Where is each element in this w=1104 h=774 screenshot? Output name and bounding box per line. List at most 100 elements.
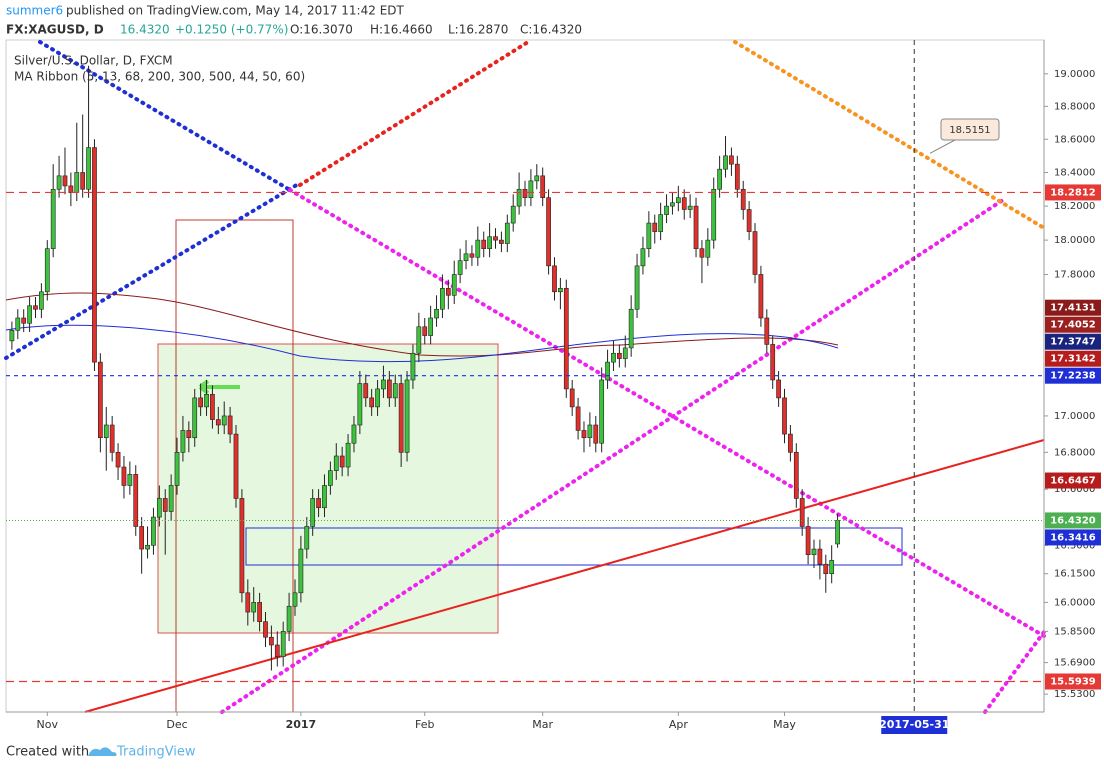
candle-body (121, 466, 127, 486)
candle-body (611, 352, 616, 363)
candle-body (198, 397, 203, 408)
candle-body (534, 175, 540, 182)
author[interactable]: summer6 (6, 4, 63, 18)
chart-title: Silver/U.S. Dollar, D, FXCM (14, 54, 173, 68)
trend-red-solid (84, 439, 1045, 713)
candle-body (357, 383, 363, 426)
candle-body (711, 188, 717, 241)
candle-body (186, 430, 192, 439)
candle-body (21, 317, 27, 324)
footer-brand[interactable]: TradingView (116, 745, 196, 760)
candle-body (510, 205, 516, 224)
candle-body (139, 526, 145, 550)
candle-body (15, 317, 21, 331)
candle-body (646, 222, 652, 249)
candle-body (705, 239, 711, 258)
candle-body (805, 526, 811, 556)
change: +0.1250 (+0.77%) (175, 23, 288, 37)
candle-body (375, 388, 380, 408)
candle-body (776, 379, 781, 399)
candle-body (552, 265, 557, 293)
candle-body (151, 516, 156, 546)
annotation-box (940, 118, 1000, 141)
candle-body (351, 424, 357, 444)
price-label-box (1045, 472, 1101, 489)
candle-body (50, 188, 56, 249)
price-label: 16.6467 (1050, 476, 1096, 487)
trend-magenta-up (220, 196, 1008, 714)
x-tick-label: Apr (669, 718, 689, 731)
candle-body (793, 452, 799, 499)
candle-body (168, 485, 174, 512)
x-tick-label: Mar (532, 718, 553, 731)
candle-body (381, 379, 386, 390)
date-marker-box (881, 716, 948, 734)
candle-body (522, 188, 528, 198)
published: published on TradingView.com, May 14, 20… (66, 4, 405, 18)
candle-body (658, 214, 664, 232)
candle-body (457, 260, 463, 275)
candle-body (652, 222, 658, 232)
candle-body (422, 326, 428, 336)
candle-body (245, 592, 251, 613)
y-tick-label: 15.6900 (1054, 658, 1095, 669)
price-label-box (1045, 367, 1101, 384)
price-label-box (1045, 184, 1101, 201)
candle-body (558, 288, 563, 293)
candle-body (369, 397, 375, 408)
candle-body (386, 379, 392, 399)
candle-body (227, 415, 233, 435)
y-tick-label: 18.0000 (1054, 235, 1095, 246)
candle-body (581, 430, 587, 439)
price-label: 17.3142 (1050, 354, 1096, 365)
y-tick-label: 16.1500 (1054, 569, 1095, 580)
x-tick-label: May (773, 718, 796, 731)
candle-body (233, 433, 239, 499)
trend-magenta-up-2 (983, 630, 1046, 714)
candle-body (304, 526, 310, 550)
brand-logo (88, 747, 117, 756)
candle-body (440, 288, 445, 310)
candle-body (62, 175, 68, 187)
candle-body (74, 172, 80, 193)
candle-body (80, 172, 86, 190)
candle-body (799, 498, 805, 527)
footer-created: Created with (6, 745, 89, 760)
candle-body (758, 274, 764, 319)
y-tick-label: 17.0000 (1054, 411, 1095, 422)
price-label-box (1045, 673, 1101, 690)
candle-body (192, 397, 198, 439)
candle-body (493, 236, 498, 241)
candle-body (445, 288, 451, 296)
candle-body (174, 452, 180, 486)
candle-body (257, 602, 262, 622)
candle-body (734, 163, 740, 190)
candle-body (835, 520, 840, 545)
trend-red-up (298, 40, 530, 187)
y-tick-label: 17.8000 (1054, 269, 1095, 280)
price-label: 17.3747 (1050, 337, 1096, 348)
candle-body (86, 147, 91, 190)
candle-body (298, 548, 304, 594)
candle-body (640, 248, 646, 267)
candle-body (740, 188, 746, 210)
candle-body (788, 433, 793, 453)
candle-body (434, 308, 439, 319)
candle-body (599, 379, 605, 444)
high: H:16.4660 (370, 23, 433, 37)
candle-body (569, 388, 575, 408)
candle-body (280, 631, 286, 658)
candle-body (699, 248, 705, 258)
candle-body (687, 205, 693, 210)
candle-body (746, 209, 752, 232)
candle-body (33, 305, 38, 310)
candle-body (392, 383, 398, 399)
candle-body (68, 185, 74, 193)
candle-body (752, 231, 758, 275)
marks: 18.5151 (6, 40, 1044, 712)
x-tick-label: Nov (37, 718, 59, 731)
y-tick-label: 18.8000 (1054, 101, 1095, 112)
x-tick-label: Feb (415, 718, 434, 731)
price-label-box (1045, 529, 1101, 546)
